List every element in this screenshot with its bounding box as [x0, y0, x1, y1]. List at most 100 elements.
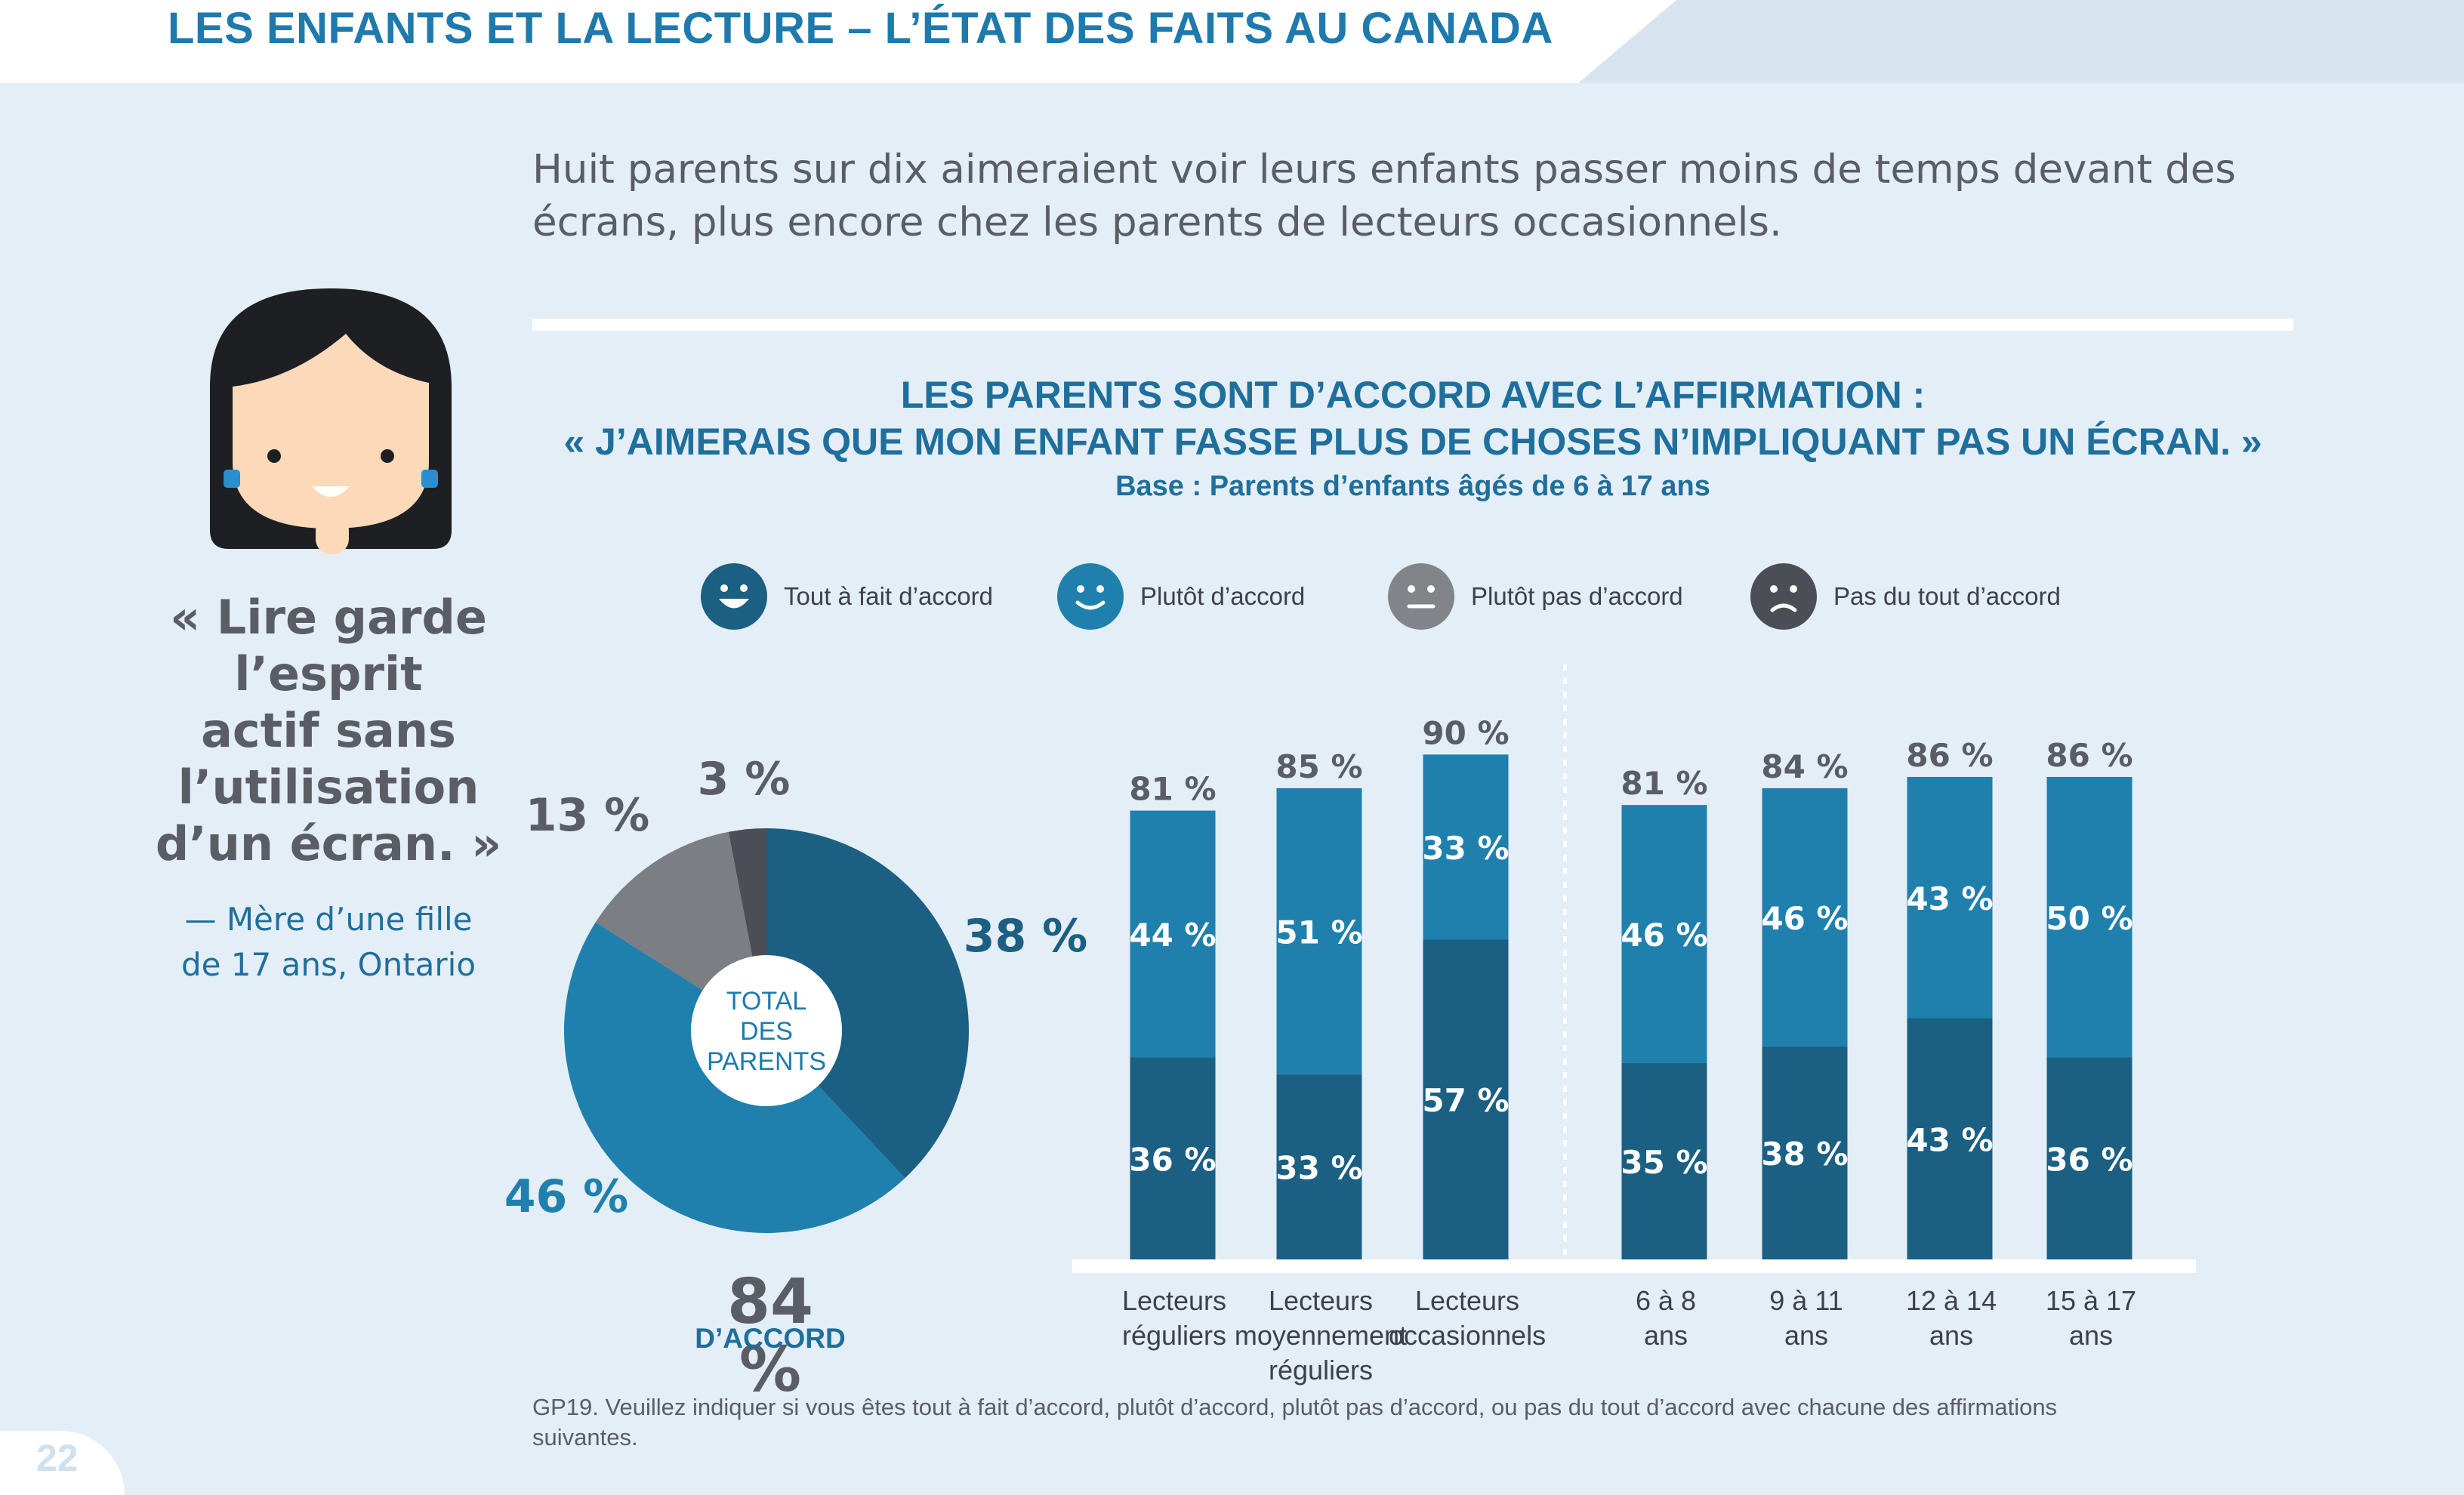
- x-category-line: 6 à 8: [1635, 1285, 1697, 1316]
- x-category-line: réguliers: [1268, 1355, 1374, 1386]
- testimonial-quote: « Lire garde l’esprit actif sans l’utili…: [151, 589, 506, 872]
- x-category-label: 12 à 14 ans: [1864, 1284, 2038, 1353]
- frown-face-icon: [1750, 563, 1817, 630]
- x-category-line: Lecteurs: [1414, 1285, 1520, 1316]
- bar-segment-label: 44 %: [1129, 917, 1216, 954]
- bar-segment-tout-a-fait: [1762, 1046, 1848, 1259]
- chart-title-line-2: « J’AIMERAIS QUE MON ENFANT FASSE PLUS D…: [563, 421, 2262, 463]
- header-banner-accent: [1578, 0, 2464, 83]
- donut-center-label: DES: [740, 1017, 793, 1046]
- x-category-line: 15 à 17: [2045, 1285, 2137, 1316]
- legend-label: Pas du tout d’accord: [1833, 582, 2061, 610]
- footnote-line: suivantes.: [532, 1424, 638, 1450]
- x-category-label: 6 à 8 ans: [1579, 1284, 1753, 1353]
- bar-segment-label: 38 %: [1761, 1136, 1848, 1173]
- legend-item-tout-a-fait: Tout à fait d’accord: [701, 563, 993, 630]
- quote-line: l’esprit: [234, 646, 423, 701]
- bar-segment-plutot: [1762, 788, 1848, 1046]
- smile-face-icon: [1057, 563, 1124, 630]
- bar-total-label: 81 %: [1129, 771, 1216, 808]
- x-category-label: 9 à 11 ans: [1719, 1284, 1893, 1353]
- bar-segment-plutot: [1130, 810, 1216, 1058]
- pie-slice-label-tout-a-fait: 38 %: [964, 910, 1088, 963]
- attribution-line: — Mère d’une fille: [184, 901, 473, 938]
- bar-segment-plutot: [2046, 777, 2132, 1058]
- x-category-line: moyennement: [1234, 1320, 1408, 1351]
- legend-label: Tout à fait d’accord: [784, 582, 993, 610]
- x-category-line: ans: [1784, 1320, 1829, 1351]
- legend-item-plutot-pas: Plutôt pas d’accord: [1388, 563, 1683, 630]
- x-category-label: Lecteurs occasionnels: [1380, 1284, 1554, 1353]
- section-divider: [532, 319, 2293, 331]
- bar-segment-plutot: [1907, 777, 1993, 1019]
- bar-segment-label: 35 %: [1621, 1144, 1707, 1181]
- bar-total-label: 90 %: [1422, 714, 1509, 751]
- headline-line-2: écrans, plus encore chez les parents de …: [532, 199, 1782, 245]
- x-category-line: réguliers: [1121, 1320, 1227, 1351]
- bar-segment-tout-a-fait: [1423, 939, 1509, 1259]
- pie-slice-label-plutot-pas: 13 %: [526, 789, 650, 842]
- x-category-line: Lecteurs: [1121, 1285, 1227, 1316]
- donut-total-value: 84 %: [726, 1266, 814, 1406]
- bar-segment-label: 50 %: [2046, 900, 2132, 937]
- bar-segment-label: 46 %: [1761, 900, 1848, 937]
- donut-hole: [691, 955, 842, 1106]
- chart-base: Base : Parents d’enfants âgés de 6 à 17 …: [1115, 470, 1710, 502]
- x-category-line: 12 à 14: [1905, 1285, 1997, 1316]
- footnote-line: GP19. Veuillez indiquer si vous êtes tou…: [532, 1394, 2058, 1420]
- bar-total-label: 86 %: [1906, 737, 1993, 774]
- bar-segment-label: 33 %: [1275, 1149, 1362, 1186]
- donut-total-caption: D’ACCORD: [695, 1323, 846, 1354]
- neutral-face-icon: [1388, 563, 1454, 630]
- legend-label: Plutôt pas d’accord: [1471, 582, 1683, 610]
- bar-segment-plutot: [1423, 754, 1509, 940]
- stacked-bar-chart: 36 % 44 % 81 % 33 % 51 % 85 % 57 % 33 % 90 % 35 %…: [1072, 664, 2196, 1273]
- page-number: 22: [36, 1437, 79, 1479]
- chart-legend: Tout à fait d’accord Plutôt d’accord Plu…: [0, 563, 2464, 630]
- bar-segment-label: 51 %: [1275, 914, 1362, 951]
- bar-segment-label: 36 %: [2046, 1141, 2132, 1178]
- bar-total-label: 81 %: [1621, 765, 1707, 802]
- donut-center-label: TOTAL: [726, 987, 806, 1016]
- quote-line: actif sans: [201, 703, 456, 758]
- x-category-line: ans: [2068, 1320, 2114, 1351]
- x-category-label: Lecteurs moyennement réguliers: [1234, 1284, 1408, 1388]
- x-category-label: Lecteurs réguliers: [1087, 1284, 1261, 1353]
- legend-label: Plutôt d’accord: [1140, 582, 1306, 610]
- bar-segment-label: 36 %: [1129, 1141, 1216, 1178]
- pie-slice-label-plutot: 46 %: [504, 1170, 629, 1223]
- x-category-line: 9 à 11: [1769, 1285, 1843, 1316]
- bar-segment-tout-a-fait: [1276, 1074, 1362, 1259]
- legend-item-pas-du-tout: Pas du tout d’accord: [1750, 563, 2061, 630]
- headline-line-1: Huit parents sur dix aimeraient voir leu…: [532, 146, 2236, 193]
- page-title: LES ENFANTS ET LA LECTURE – L’ÉTAT DES F…: [168, 4, 1553, 53]
- bar-segment-plutot: [1276, 788, 1362, 1074]
- footnote: GP19. Veuillez indiquer si vous êtes tou…: [532, 1392, 2292, 1453]
- chart-title-line-1: LES PARENTS SONT D’ACCORD AVEC L’AFFIRMA…: [900, 374, 1926, 416]
- bar-segment-label: 57 %: [1422, 1082, 1509, 1119]
- quote-line: d’un écran. »: [155, 816, 502, 871]
- bar-total-label: 84 %: [1761, 748, 1848, 785]
- bar-segment-label: 46 %: [1621, 917, 1707, 954]
- quote-line: « Lire garde: [170, 590, 487, 645]
- x-category-label: 15 à 17 ans: [2004, 1284, 2178, 1353]
- attribution-line: de 17 ans, Ontario: [180, 946, 476, 983]
- x-category-line: occasionnels: [1388, 1320, 1547, 1351]
- quote-attribution: — Mère d’une fille de 17 ans, Ontario: [151, 897, 506, 988]
- bar-segment-tout-a-fait: [1907, 1018, 1993, 1259]
- bar-segment-tout-a-fait: [1130, 1057, 1216, 1259]
- mother-avatar-icon: [210, 288, 452, 554]
- headline: Huit parents sur dix aimeraient voir leu…: [532, 143, 2269, 249]
- donut-center-label: PARENTS: [707, 1047, 826, 1076]
- bar-segment-tout-a-fait: [2046, 1057, 2132, 1259]
- x-category-line: ans: [1643, 1320, 1688, 1351]
- x-axis-baseline: [1072, 1259, 2196, 1273]
- x-category-line: ans: [1929, 1320, 1974, 1351]
- legend-item-plutot: Plutôt d’accord: [1057, 563, 1305, 630]
- x-category-line: Lecteurs: [1268, 1285, 1374, 1316]
- pie-slice-tout-a-fait: [766, 828, 969, 1179]
- big-smile-face-icon: [701, 563, 767, 630]
- bar-segment-label: 33 %: [1422, 830, 1509, 867]
- chart-title: LES PARENTS SONT D’ACCORD AVEC L’AFFIRMA…: [532, 371, 2293, 506]
- bar-segment-label: 43 %: [1906, 880, 1993, 917]
